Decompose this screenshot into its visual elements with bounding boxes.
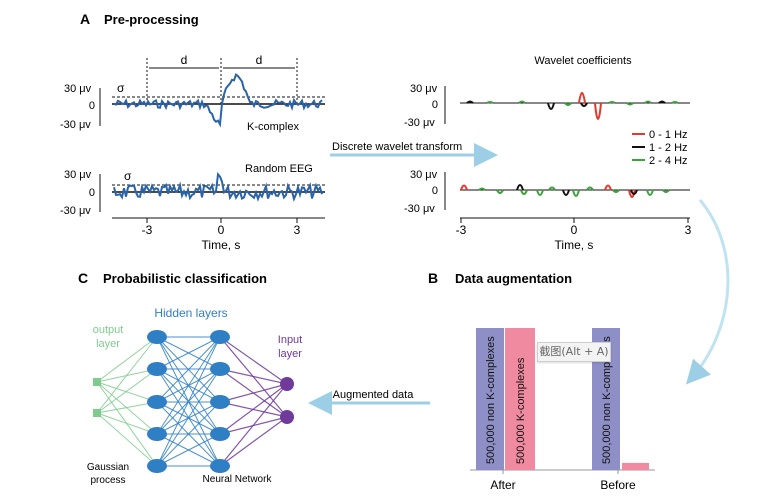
hidden-node-1-3 (147, 427, 167, 441)
hidden-node-1-2 (147, 395, 167, 409)
augmentation-bar-3 (622, 462, 649, 470)
wavelet-bottom-coefficients (460, 184, 670, 198)
neural-network-label: Neural Network (203, 474, 273, 485)
hidden-node-2-1 (210, 362, 230, 376)
input-node-1 (280, 410, 294, 424)
section-a-letter: A (80, 11, 90, 27)
hidden-node-1-0 (147, 330, 167, 344)
random-eeg-signal (113, 171, 323, 202)
legend-label-0: 0 - 1 Hz (649, 129, 688, 141)
hidden-node-2-3 (210, 427, 230, 441)
ytick-wtop-neg30: -30 μv (404, 117, 435, 129)
augmentation-bar-label-2: 500,000 non K-complexes (601, 336, 613, 464)
right-xtick-0: 0 (571, 223, 578, 237)
hidden-node-1-1 (147, 362, 167, 376)
ytick-top-0: 0 (89, 100, 95, 112)
output-layer-label-2: layer (96, 338, 120, 350)
left-xaxis-label: Time, s (202, 238, 241, 252)
group-before-label: Before (600, 478, 636, 492)
output-layer-label-1: output (93, 324, 124, 336)
augmentation-bars: 500,000 non K-complexes 500,000 K-complex… (476, 328, 649, 470)
ytick-wbot-0: 0 (432, 185, 438, 197)
augmentation-bar-label-1: 500,000 K-complexes (515, 357, 527, 464)
wavelet-title: Wavelet coefficients (534, 55, 632, 67)
neural-network-diagram (93, 330, 294, 473)
curved-arrow-a-to-b (685, 199, 730, 385)
ytick-bottom-neg30: -30 μv (60, 205, 91, 217)
section-b-letter: B (428, 270, 438, 286)
sigma-label-top: σ (117, 81, 125, 95)
gaussian-process-label-1: Gaussian (87, 462, 129, 473)
ytick-top-neg30: -30 μv (60, 119, 91, 131)
augmentation-bar-1 (505, 328, 535, 470)
augmentation-bar-0 (476, 328, 504, 470)
input-layer-label-1: Input (278, 334, 302, 346)
ytick-wtop-30: 30 μv (410, 83, 438, 95)
screenshot-tooltip: 截图(Alt + A) (537, 342, 611, 362)
ytick-top-30: 30 μv (64, 83, 92, 95)
random-eeg-label: Random EEG (245, 163, 313, 175)
right-xtick-neg3: -3 (456, 223, 467, 237)
gaussian-process-label-2: process (90, 475, 125, 486)
augmented-data-label: Augmented data (333, 389, 415, 401)
d-label-right: d (256, 53, 263, 67)
sigma-label-bottom: σ (124, 169, 132, 183)
ytick-bottom-0: 0 (89, 187, 95, 199)
output-node-0 (93, 378, 101, 386)
hidden-node-2-0 (210, 330, 230, 344)
legend-label-1: 1 - 2 Hz (649, 142, 688, 154)
wavelet-top-coefficients (466, 92, 679, 120)
transform-label: Discrete wavelet transform (332, 141, 462, 153)
ytick-bottom-30: 30 μv (64, 169, 92, 181)
input-layer-label-2: layer (278, 348, 302, 360)
right-xaxis-label: Time, s (555, 238, 594, 252)
d-label-left: d (181, 53, 188, 67)
kcomplex-signal (113, 72, 323, 128)
section-c-title: Probabilistic classification (103, 271, 267, 286)
right-xtick-3: 3 (685, 223, 692, 237)
hidden-layers-label: Hidden layers (154, 306, 227, 320)
ytick-wbot-neg30: -30 μv (404, 203, 435, 215)
legend-label-2: 2 - 4 Hz (649, 155, 688, 167)
input-node-0 (280, 377, 294, 391)
hidden-node-1-4 (147, 459, 167, 473)
output-node-1 (93, 409, 101, 417)
ytick-wbot-30: 30 μv (410, 169, 438, 181)
hidden-node-2-4 (210, 459, 230, 473)
ytick-wtop-0: 0 (432, 99, 438, 111)
hidden-node-2-2 (210, 395, 230, 409)
kcomplex-label: K-complex (247, 121, 299, 133)
augmentation-bar-label-0: 500,000 non K-complexes (485, 336, 497, 464)
section-b-title: Data augmentation (455, 271, 572, 286)
left-xtick-0: 0 (218, 223, 225, 237)
left-xtick-neg3: -3 (142, 223, 153, 237)
group-after-label: After (490, 478, 515, 492)
section-c-letter: C (78, 270, 88, 286)
section-a-title: Pre-processing (104, 12, 199, 27)
left-xtick-3: 3 (294, 223, 301, 237)
